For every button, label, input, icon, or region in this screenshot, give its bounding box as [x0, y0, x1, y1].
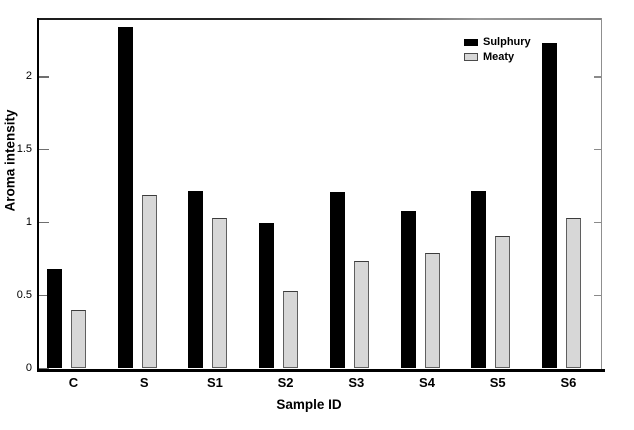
- legend: Sulphury Meaty: [464, 35, 531, 65]
- y-tick-left-1: [39, 222, 49, 224]
- y-tick-right-1: [594, 222, 601, 224]
- bar-sulphury-s: [117, 27, 133, 369]
- x-tick-label-s6: S6: [560, 375, 577, 390]
- legend-label-sulphury: Sulphury: [483, 36, 531, 48]
- bar-sulphury-s4: [400, 211, 416, 369]
- plot-top-spine: [37, 17, 602, 20]
- y-tick-label-0.5: 0.5: [16, 289, 32, 302]
- bar-meaty-s: [141, 194, 157, 369]
- x-tick-label-s5: S5: [489, 375, 506, 390]
- plot-right-spine: [601, 17, 603, 370]
- legend-item-meaty: Meaty: [464, 50, 531, 64]
- bar-meaty-c: [71, 310, 86, 369]
- x-tick-label-s1: S1: [206, 375, 223, 390]
- y-tick-left-1.5: [39, 149, 49, 151]
- legend-item-sulphury: Sulphury: [464, 35, 531, 49]
- x-tick-label-s: S: [139, 375, 149, 390]
- bar-sulphury-s6: [541, 43, 557, 369]
- bar-meaty-s3: [353, 260, 369, 369]
- bar-sulphury-s1: [188, 190, 204, 369]
- x-tick-label-s3: S3: [348, 375, 365, 390]
- x-tick-label-s4: S4: [419, 375, 435, 390]
- legend-label-meaty: Meaty: [483, 51, 515, 63]
- bar-sulphury-s5: [471, 190, 487, 369]
- bar-sulphury-c: [47, 269, 62, 369]
- y-tick-left-0.5: [39, 294, 49, 297]
- bar-meaty-s5: [495, 235, 511, 369]
- bar-meaty-s1: [212, 218, 228, 369]
- y-tick-label-0: 0: [25, 362, 32, 374]
- legend-swatch-meaty: [464, 53, 478, 61]
- y-tick-right-2: [594, 76, 601, 78]
- bar-sulphury-s3: [329, 192, 345, 369]
- x-tick-label-s2: S2: [277, 375, 294, 390]
- bar-meaty-s6: [565, 218, 581, 369]
- x-axis-title: Sample ID: [276, 397, 342, 412]
- y-tick-label-2: 2: [25, 70, 32, 83]
- bar-sulphury-s2: [259, 222, 275, 369]
- y-tick-right-1.5: [594, 149, 601, 151]
- bar-meaty-s4: [424, 253, 440, 369]
- y-tick-left-2: [39, 76, 49, 78]
- y-tick-label-1: 1: [25, 216, 32, 229]
- y-tick-right-0.5: [594, 294, 601, 297]
- x-tick-label-c: C: [68, 375, 79, 390]
- y-tick-left-0: [39, 367, 49, 370]
- x-axis-spine: [37, 368, 605, 372]
- bar-meaty-s2: [283, 291, 299, 369]
- legend-swatch-sulphury: [464, 38, 478, 46]
- y-axis-spine: [37, 17, 39, 370]
- y-tick-label-1.5: 1.5: [16, 143, 32, 156]
- y-axis-title: Aroma intensity: [2, 109, 18, 212]
